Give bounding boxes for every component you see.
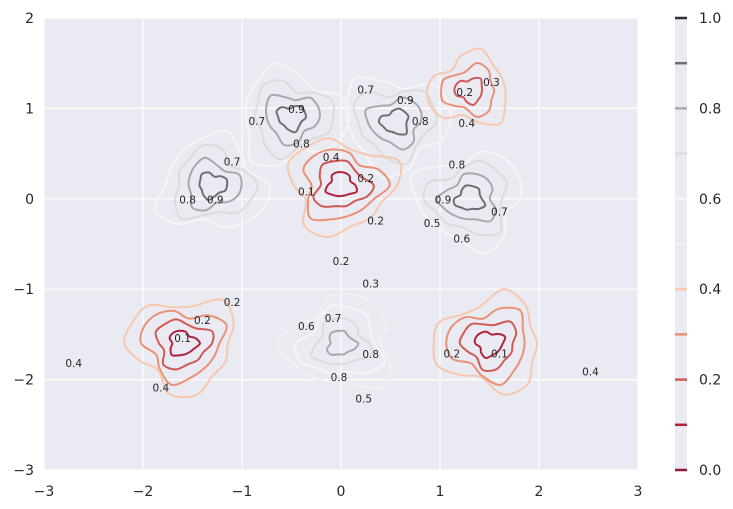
contour-label: 0.1 bbox=[174, 333, 191, 345]
contour-line bbox=[473, 330, 507, 360]
contour-label: 0.2 bbox=[224, 297, 241, 309]
colorbar-tick-label: 0.6 bbox=[699, 192, 721, 208]
contour-label: 0.2 bbox=[194, 315, 211, 327]
contour-label: 0.7 bbox=[325, 313, 342, 325]
contour-line bbox=[244, 62, 351, 167]
contour-label: 0.7 bbox=[248, 116, 265, 128]
contour-label: 0.2 bbox=[367, 215, 384, 227]
contour-line bbox=[445, 306, 526, 386]
contour-label: 0.7 bbox=[357, 84, 374, 96]
contour-label: 0.9 bbox=[435, 195, 452, 207]
contour-labels: 0.7 0.8 0.9 0.7 0.9 0.8 0.7 0.9 0.8 0.8 0.9 0.7 0.6 0… bbox=[65, 77, 599, 405]
contour-label: 0.2 bbox=[456, 87, 473, 99]
y-tick-label: −3 bbox=[13, 463, 34, 479]
contour-label: 0.4 bbox=[323, 152, 340, 164]
axis-tick-labels: −3 −2 −1 0 1 2 3 −3 −2 −1 0 1 2 bbox=[13, 11, 642, 500]
contour-label: 0.4 bbox=[582, 366, 599, 378]
contour-label: 0.8 bbox=[448, 159, 465, 171]
contour-label: 0.9 bbox=[397, 95, 414, 107]
y-tick-label: −1 bbox=[13, 282, 34, 298]
contour-line bbox=[302, 148, 391, 222]
contour-label: 0.3 bbox=[483, 77, 500, 89]
contour-label: 0.1 bbox=[491, 348, 508, 360]
contour-line bbox=[123, 298, 235, 399]
colorbar: 0.0 0.2 0.4 0.6 0.8 1.0 bbox=[675, 11, 721, 479]
contour-line bbox=[139, 309, 228, 387]
contour-line bbox=[310, 317, 373, 366]
y-tick-label: 0 bbox=[25, 192, 34, 208]
contour-label: 0.9 bbox=[288, 104, 305, 116]
contour-line bbox=[275, 292, 392, 390]
colorbar-tick-label: 0.8 bbox=[699, 101, 721, 117]
x-tick-label: 3 bbox=[634, 484, 643, 500]
contour-line bbox=[458, 320, 518, 372]
contour-line bbox=[153, 129, 272, 229]
x-tick-label: 0 bbox=[337, 484, 346, 500]
contour-label: 0.6 bbox=[453, 233, 470, 245]
contour-line bbox=[275, 105, 308, 134]
contour-label: 0.8 bbox=[362, 349, 379, 361]
contour-line bbox=[435, 172, 497, 223]
contour-line bbox=[345, 76, 452, 179]
contour-line bbox=[452, 184, 487, 211]
x-tick-label: 2 bbox=[535, 484, 544, 500]
y-tick-label: 1 bbox=[25, 101, 34, 117]
contour-line bbox=[264, 93, 321, 147]
colorbar-tick-label: 1.0 bbox=[699, 11, 721, 27]
contour-line bbox=[154, 318, 215, 371]
contour-line bbox=[312, 159, 375, 208]
x-tick-label: −1 bbox=[232, 484, 253, 500]
contour-label: 0.3 bbox=[362, 279, 379, 291]
contour-label: 0.5 bbox=[424, 218, 441, 230]
contour-line bbox=[286, 137, 403, 239]
contour-line bbox=[352, 89, 438, 165]
contour-label: 0.4 bbox=[65, 358, 82, 370]
contour-label: 0.2 bbox=[444, 348, 461, 360]
contour-line bbox=[294, 304, 386, 376]
y-tick-label: −2 bbox=[13, 373, 34, 389]
contour-label: 0.5 bbox=[355, 393, 372, 405]
contour-label: 0.8 bbox=[293, 139, 310, 151]
contour-label: 0.9 bbox=[207, 195, 224, 207]
contour-label: 0.7 bbox=[224, 157, 241, 169]
x-tick-label: −2 bbox=[133, 484, 154, 500]
contour-label: 0.1 bbox=[298, 186, 315, 198]
contour-line bbox=[440, 62, 496, 118]
colorbar-tick-label: 0.4 bbox=[699, 282, 721, 298]
contour-label: 0.6 bbox=[298, 321, 315, 333]
contour-line bbox=[425, 47, 507, 126]
x-tick-label: 1 bbox=[436, 484, 445, 500]
contour-line bbox=[364, 96, 423, 151]
contour-line bbox=[324, 170, 358, 198]
contour-line bbox=[432, 288, 539, 396]
contour-label: 0.7 bbox=[491, 206, 508, 218]
contour-line bbox=[168, 329, 201, 357]
contour-label: 0.8 bbox=[179, 195, 196, 207]
grid-lines bbox=[43, 17, 639, 471]
contour-line bbox=[409, 150, 523, 255]
contour-line bbox=[422, 159, 509, 237]
contour-label: 0.2 bbox=[357, 173, 374, 185]
contour-line bbox=[325, 329, 360, 356]
x-tick-label: −3 bbox=[34, 484, 55, 500]
contour-label: 0.8 bbox=[412, 116, 429, 128]
y-tick-label: 2 bbox=[25, 11, 34, 27]
colorbar-tick-label: 0.2 bbox=[699, 373, 721, 389]
contour-line bbox=[187, 156, 243, 212]
contour-line bbox=[453, 76, 484, 106]
contour-label: 0.4 bbox=[458, 118, 475, 130]
colorbar-tick-label: 0.0 bbox=[699, 463, 721, 479]
contour-label: 0.4 bbox=[152, 383, 169, 395]
contour-line bbox=[377, 107, 410, 136]
contour-lines bbox=[123, 47, 539, 399]
contour-line bbox=[173, 144, 259, 221]
contour-label: 0.8 bbox=[331, 372, 348, 384]
contour-line bbox=[253, 79, 336, 161]
contour-line bbox=[198, 171, 229, 202]
contour-label: 0.2 bbox=[333, 256, 350, 268]
